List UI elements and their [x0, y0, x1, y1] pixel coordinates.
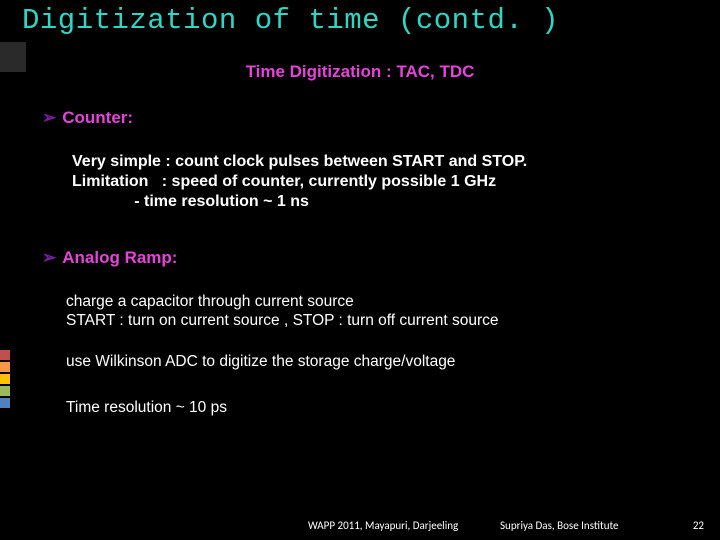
bullet-counter-label: Counter: [62, 108, 133, 127]
stripe-3 [0, 374, 10, 384]
stripe-4 [0, 386, 10, 396]
slide-title: Digitization of time (contd. ) [22, 4, 559, 37]
bullet-analog-label: Analog Ramp: [62, 248, 177, 267]
arrow-icon: ➢ [42, 108, 56, 128]
stripe-2 [0, 362, 10, 372]
stripe-5 [0, 398, 10, 408]
bullet-analog-body-2: use Wilkinson ADC to digitize the storag… [66, 352, 700, 371]
bullet-counter: ➢ Counter: [42, 108, 133, 128]
footer-author: Supriya Das, Bose Institute [500, 519, 619, 532]
footer-page-number: 22 [693, 519, 704, 532]
bullet-analog-body-3: Time resolution ~ 10 ps [66, 398, 700, 417]
left-color-stripes [0, 350, 10, 410]
arrow-icon: ➢ [42, 248, 56, 268]
bullet-counter-body: Very simple : count clock pulses between… [72, 152, 700, 212]
bullet-analog: ➢ Analog Ramp: [42, 248, 177, 268]
footer-venue: WAPP 2011, Mayapuri, Darjeeling [308, 519, 458, 532]
stripe-1 [0, 350, 10, 360]
slide-subtitle: Time Digitization : TAC, TDC [0, 62, 720, 82]
bullet-analog-body-1: charge a capacitor through current sourc… [66, 292, 700, 331]
